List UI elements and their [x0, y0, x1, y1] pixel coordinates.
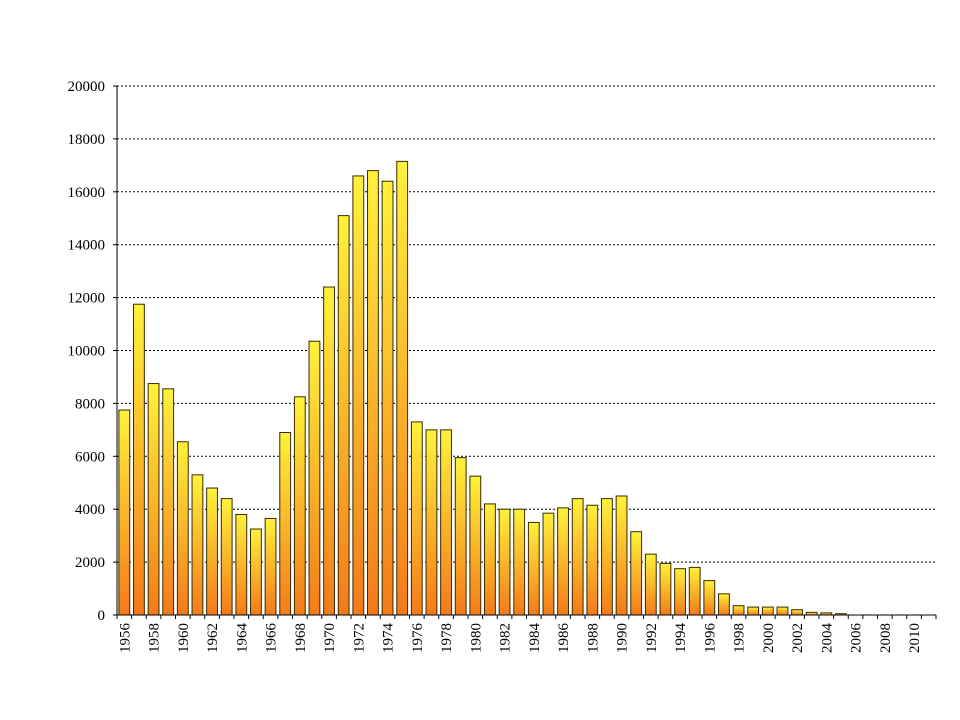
y-tick-label: 20000: [68, 79, 106, 95]
y-tick-label: 2000: [75, 555, 105, 571]
bar-1993: [659, 562, 672, 616]
bar-1991: [630, 531, 643, 616]
x-tick-label: 1990: [615, 623, 631, 653]
x-tick-label: 1970: [322, 623, 338, 653]
bar-1979: [454, 457, 467, 616]
x-tick-label: 1996: [702, 623, 718, 654]
bar-1987: [571, 498, 584, 616]
bar-1958: [147, 383, 160, 616]
bar-1963: [220, 498, 233, 616]
y-tick-label: 4000: [75, 502, 105, 518]
bar-1961: [191, 474, 204, 616]
x-tick-label: 1964: [234, 623, 250, 654]
bar-1957: [133, 303, 145, 616]
x-tick-label: 2010: [907, 623, 923, 653]
bar-1967: [279, 432, 292, 616]
y-axis-tick-labels: 0 2000 4000 6000 8000 10000 12000 14000 16000 180…: [68, 79, 106, 624]
bar-1968: [293, 396, 306, 616]
bar-1960: [176, 441, 189, 616]
bar-1982: [498, 508, 511, 616]
bar-1974: [381, 180, 394, 616]
x-tick-label: 2002: [790, 623, 806, 653]
bar-1976: [410, 421, 423, 616]
bar-1980: [469, 475, 482, 616]
y-tick-label: 12000: [68, 291, 106, 307]
bar-1994: [674, 568, 686, 616]
bar-1966: [264, 517, 277, 616]
bar-1975: [396, 160, 409, 616]
x-tick-label: 1994: [673, 623, 689, 654]
bar-2002: [791, 609, 803, 616]
x-tick-label: 1956: [117, 623, 133, 654]
y-tick-label: 8000: [75, 396, 105, 412]
bar-1997: [718, 593, 730, 616]
x-tick-label: 1960: [176, 623, 192, 653]
bar-1988: [586, 504, 599, 616]
axes: [113, 85, 937, 619]
x-axis-tick-labels: 1956 1958 1960 1962 1964 1966 1968 1970 1972 1974…: [117, 623, 923, 654]
bar-1965: [250, 528, 262, 616]
x-tick-label: 1966: [264, 623, 280, 654]
bar-1992: [644, 553, 657, 616]
bar-1998: [732, 605, 745, 616]
bar-1971: [337, 215, 350, 616]
bar-1978: [440, 429, 452, 616]
bar-1990: [615, 495, 628, 616]
bar-1973: [367, 170, 379, 616]
bar-1956: [118, 409, 131, 616]
bar-1962: [206, 487, 218, 616]
bar-2001: [776, 606, 789, 616]
bar-1964: [235, 513, 248, 616]
x-tick-label: 1992: [644, 623, 660, 653]
bar-1972: [352, 175, 365, 616]
x-tick-label: 2000: [761, 623, 777, 653]
x-tick-label: 1968: [293, 623, 309, 653]
x-tick-label: 1988: [585, 623, 601, 653]
y-tick-label: 10000: [68, 344, 106, 360]
x-tick-label: 1972: [351, 623, 367, 653]
x-tick-label: 2008: [878, 623, 894, 653]
bar-1985: [542, 512, 555, 616]
bar-1999: [747, 606, 760, 616]
bars: [118, 160, 847, 616]
x-tick-label: 1962: [205, 623, 221, 653]
y-tick-label: 14000: [68, 238, 106, 254]
bar-1984: [527, 521, 540, 616]
y-tick-label: 18000: [68, 132, 106, 148]
x-tick-label: 1998: [732, 623, 748, 653]
bar-1986: [557, 507, 569, 616]
bar-1977: [425, 429, 438, 616]
x-tick-label: 2006: [849, 623, 865, 654]
y-tick-label: 6000: [75, 449, 105, 465]
bar-1996: [703, 580, 716, 616]
x-tick-label: 1984: [527, 623, 543, 654]
x-tick-label: 1978: [439, 623, 455, 653]
x-tick-label: 1958: [147, 623, 163, 653]
y-tick-label: 16000: [68, 185, 106, 201]
x-tick-label: 1974: [381, 623, 397, 654]
x-tick-label: 2004: [819, 623, 835, 654]
bar-1983: [513, 508, 526, 616]
bar-1995: [688, 566, 701, 616]
bar-1970: [323, 286, 335, 616]
y-tick-label: 0: [98, 608, 106, 624]
bar-1989: [601, 498, 613, 616]
bar-1981: [484, 503, 496, 616]
gridlines: [117, 85, 936, 563]
bar-2000: [761, 606, 774, 616]
x-tick-label: 1986: [556, 623, 572, 654]
x-tick-label: 1980: [468, 623, 484, 653]
bar-1969: [308, 340, 321, 616]
x-tick-label: 1976: [410, 623, 426, 654]
x-tick-label: 1982: [498, 623, 514, 653]
bar-1959: [162, 388, 175, 616]
